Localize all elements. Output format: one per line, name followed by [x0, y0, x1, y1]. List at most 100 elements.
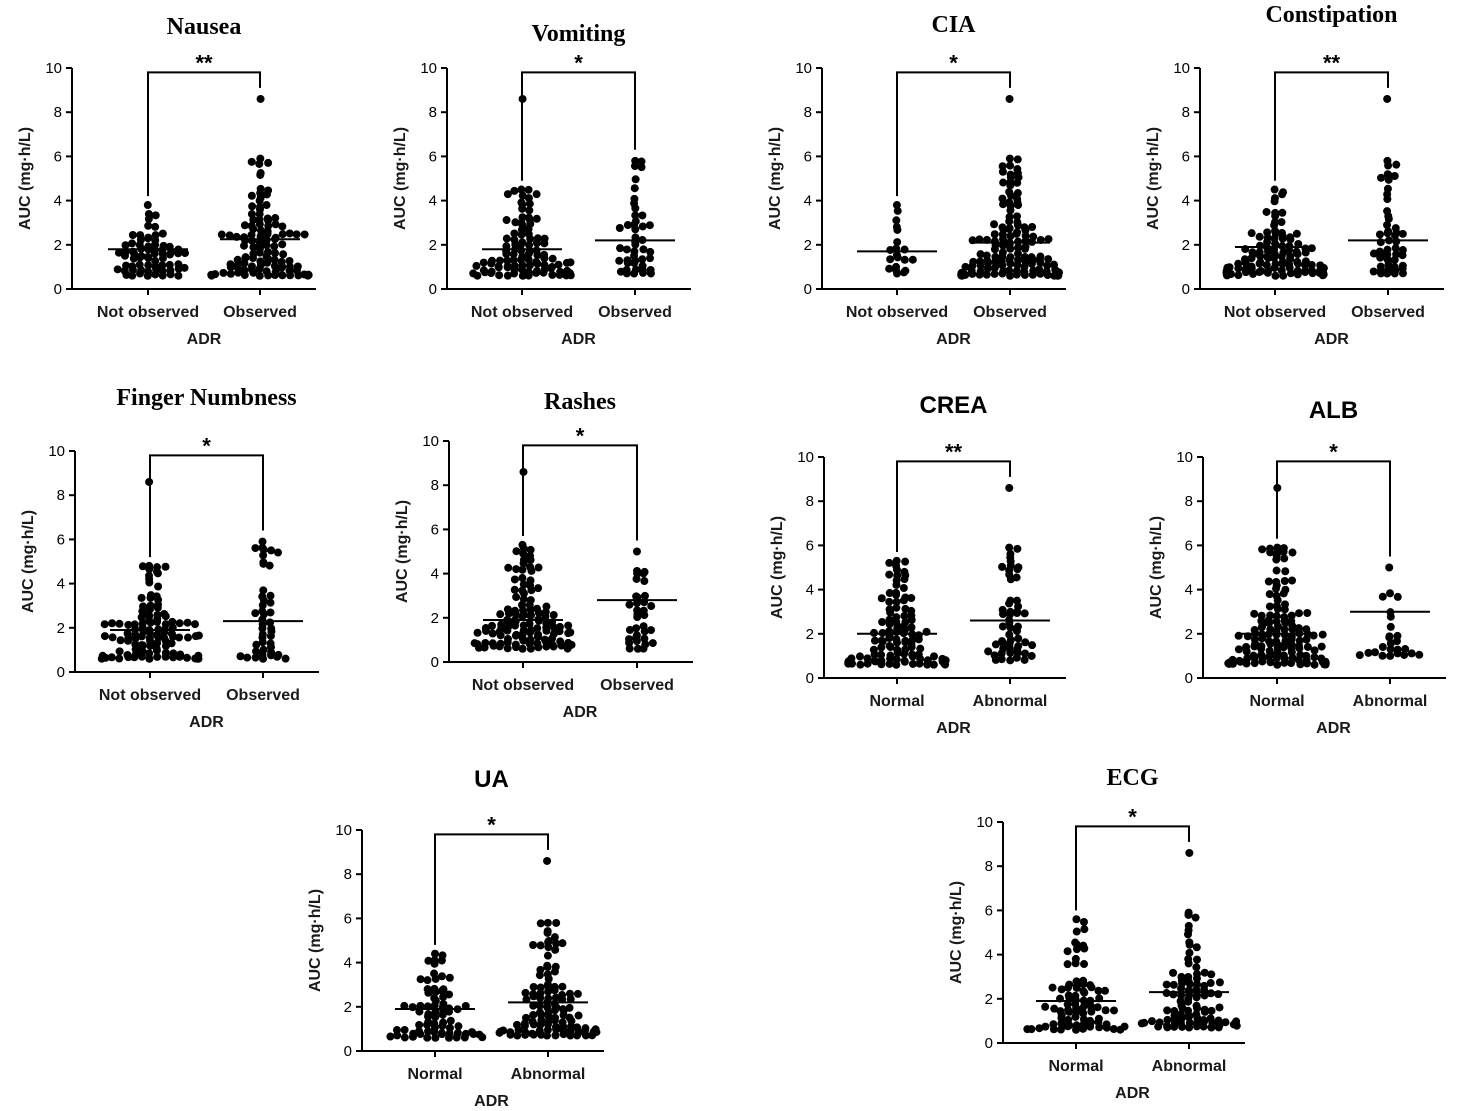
data-point	[1265, 544, 1274, 553]
data-point	[271, 249, 280, 258]
data-point	[638, 222, 647, 231]
data-point	[1079, 941, 1088, 950]
data-point	[1249, 651, 1258, 660]
data-point	[551, 945, 560, 954]
data-point	[533, 624, 542, 633]
data-point	[1265, 590, 1274, 599]
data-point	[525, 241, 534, 250]
data-point	[116, 636, 125, 645]
data-point	[999, 178, 1008, 187]
data-point	[563, 266, 572, 275]
data-point	[1257, 650, 1266, 659]
data-point	[145, 571, 154, 580]
data-point	[1006, 607, 1015, 616]
data-point	[100, 620, 109, 629]
data-point	[258, 537, 267, 546]
data-point	[167, 629, 176, 638]
data-point	[513, 1020, 522, 1029]
data-point	[1385, 632, 1394, 641]
data-point	[892, 588, 901, 597]
y-tick-label: 4	[429, 193, 437, 210]
data-point	[137, 593, 146, 602]
y-tick-label: 0	[804, 281, 812, 298]
data-point	[115, 647, 124, 656]
data-point	[869, 645, 878, 654]
y-tick-label: 0	[57, 664, 65, 681]
data-point	[151, 256, 160, 265]
y-tick-label: 10	[422, 433, 439, 450]
data-point	[502, 216, 511, 225]
data-point	[1386, 639, 1395, 648]
data-point	[248, 202, 257, 211]
data-point	[1005, 94, 1014, 103]
data-point	[558, 1018, 567, 1027]
data-point	[279, 250, 288, 259]
data-point	[392, 1026, 401, 1035]
data-point	[982, 251, 991, 260]
data-point	[877, 650, 886, 659]
data-point	[929, 660, 938, 669]
y-tick-label: 0	[344, 1043, 352, 1060]
y-tick-label: 2	[54, 237, 62, 254]
data-point	[1308, 266, 1317, 275]
data-point	[900, 611, 909, 620]
data-point	[1027, 253, 1036, 262]
y-tick-label: 8	[806, 493, 814, 510]
data-point	[1044, 235, 1053, 244]
data-point	[1271, 271, 1280, 280]
data-point	[631, 211, 640, 220]
data-point	[998, 248, 1007, 257]
data-point	[1110, 1006, 1119, 1015]
data-point	[108, 619, 117, 628]
data-point	[263, 247, 272, 256]
data-point	[640, 567, 649, 576]
data-point	[1028, 641, 1037, 650]
data-point	[143, 201, 152, 210]
data-point	[258, 543, 267, 552]
chart-title: CREA	[919, 392, 987, 419]
data-point	[154, 582, 163, 591]
data-point	[285, 229, 294, 238]
significance-label: *	[202, 433, 211, 458]
data-point	[551, 962, 560, 971]
data-point	[638, 261, 647, 270]
data-point	[1170, 1007, 1179, 1016]
data-point	[941, 656, 950, 665]
data-point	[1281, 637, 1290, 646]
data-point	[1013, 194, 1022, 203]
x-axis-label: ADR	[189, 714, 224, 731]
x-category-label: Observed	[1351, 304, 1425, 321]
data-point	[640, 634, 649, 643]
chart-title: Rashes	[544, 389, 616, 415]
data-point	[176, 650, 185, 659]
data-point	[1005, 188, 1014, 197]
data-point	[1036, 252, 1045, 261]
data-point	[481, 638, 490, 647]
y-axis-label: AUC (mg·h/L)	[392, 127, 409, 230]
data-point	[548, 640, 557, 649]
data-point	[893, 238, 902, 247]
data-point	[479, 266, 488, 275]
data-point	[892, 262, 901, 271]
data-point	[1386, 622, 1395, 631]
data-point	[151, 211, 160, 220]
x-category-label: Not observed	[99, 687, 201, 704]
data-point	[847, 654, 856, 663]
data-point	[445, 990, 454, 999]
data-point	[1273, 660, 1282, 669]
data-point	[1383, 184, 1392, 193]
data-point	[113, 265, 122, 274]
data-point	[488, 621, 497, 630]
data-point	[616, 267, 625, 276]
data-point	[1378, 642, 1387, 651]
data-point	[270, 242, 279, 251]
data-point	[182, 653, 191, 662]
data-point	[901, 636, 910, 645]
data-point	[503, 271, 512, 280]
data-point	[908, 255, 917, 264]
data-point	[266, 618, 275, 627]
y-tick-label: 4	[431, 566, 439, 583]
data-point	[503, 634, 512, 643]
data-point	[1376, 262, 1385, 271]
